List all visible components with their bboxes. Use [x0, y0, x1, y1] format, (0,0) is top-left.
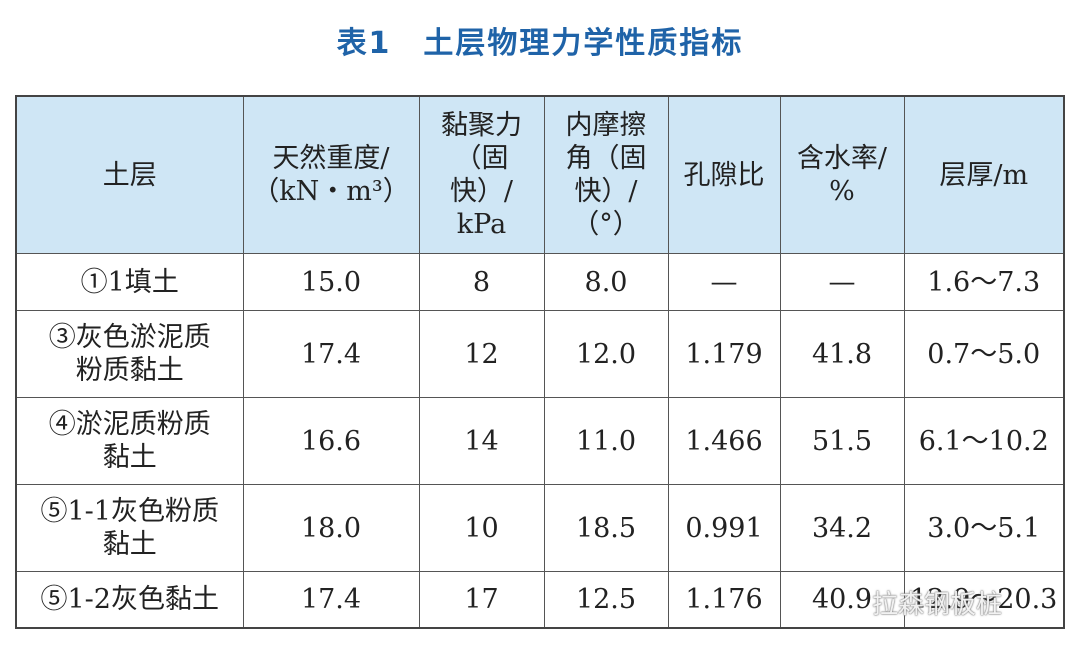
table-cell: 8: [418, 253, 545, 311]
table-cell: 17.4: [242, 310, 420, 398]
table-row: ⑤1-1灰色粉质 黏土 18.0 10 18.5 0.991 34.2 3.0～5.1: [15, 484, 1065, 572]
table-cell: —: [779, 253, 905, 311]
table-cell: ⑤1-1灰色粉质 黏土: [15, 484, 244, 572]
table-cell: 51.5: [779, 397, 905, 485]
table-cell: 15.0: [242, 253, 420, 311]
header-cell: 层厚/m: [903, 95, 1065, 254]
header-cell: 内摩擦 角（固 快）/ （°）: [543, 95, 669, 254]
table-cell: 12.9～20.3: [903, 571, 1065, 628]
table-cell: 34.2: [779, 484, 905, 572]
table-cell: 18.5: [543, 484, 669, 572]
table-cell: 17: [418, 571, 545, 628]
table-body: ①1填土 15.0 8 8.0— —1.6～7.3 ③灰色淤泥质 粉质黏土 17.4 12 12…: [15, 253, 1065, 628]
table-cell: 1.179: [667, 310, 781, 398]
table-cell: 3.0～5.1: [903, 484, 1065, 572]
table-title: 表1 土层物理力学性质指标: [336, 26, 744, 61]
table-cell: 41.8: [779, 310, 905, 398]
header-cell: 天然重度/ （kN・m³）: [242, 95, 420, 254]
table-row: ④淤泥质粉质 黏土 16.6 14 11.0 1.466 51.5 6.1～10.2: [15, 397, 1065, 485]
table-cell: ④淤泥质粉质 黏土: [15, 397, 244, 485]
table-cell: 12.0: [543, 310, 669, 398]
table-cell: 18.0: [242, 484, 420, 572]
watermark: 拉森钢板桩: [872, 590, 1003, 620]
header-cell: 土层: [15, 95, 244, 254]
data-table: 土层 天然重度/ （kN・m³） 黏聚力 （固 快）/ kPa 内摩擦 角（固 快）/…: [15, 95, 1065, 629]
table-cell: 1.466: [667, 397, 781, 485]
table-cell: ⑤1-2灰色黏土: [15, 571, 244, 628]
table-cell: 40.9: [779, 571, 905, 628]
table-cell: —: [667, 253, 781, 311]
table-cell: 8.0: [543, 253, 669, 311]
table-cell: 10: [418, 484, 545, 572]
table-row: ⑤1-2灰色黏土 17.4 17 12.5 1.176 40.9 12.9～20.3: [15, 571, 1065, 628]
table-cell: 0.7～5.0: [903, 310, 1065, 398]
header-cell: 孔隙比: [667, 95, 781, 254]
table-cell: 11.0: [543, 397, 669, 485]
header-cell: 黏聚力 （固 快）/ kPa: [418, 95, 545, 254]
table-row: ③灰色淤泥质 粉质黏土 17.4 12 12.0 1.179 41.8 0.7～5.0: [15, 310, 1065, 398]
table-cell: 1.6～7.3: [903, 253, 1065, 311]
table-cell: 12: [418, 310, 545, 398]
table-cell: ①1填土: [15, 253, 244, 311]
table-row: ①1填土 15.0 8 8.0— —1.6～7.3: [15, 253, 1065, 311]
table-cell: 6.1～10.2: [903, 397, 1065, 485]
header-cell: 含水率/ %: [779, 95, 905, 254]
header-row: 土层 天然重度/ （kN・m³） 黏聚力 （固 快）/ kPa 内摩擦 角（固 快）/…: [15, 95, 1065, 254]
table-cell: 17.4: [242, 571, 420, 628]
table-cell: 14: [418, 397, 545, 485]
table-cell: 0.991: [667, 484, 781, 572]
table-cell: ③灰色淤泥质 粉质黏土: [15, 310, 244, 398]
table-cell: 1.176: [667, 571, 781, 628]
table-cell: 16.6: [242, 397, 420, 485]
table-header: 土层 天然重度/ （kN・m³） 黏聚力 （固 快）/ kPa 内摩擦 角（固 快）/…: [15, 95, 1065, 254]
table-cell: 12.5: [543, 571, 669, 628]
